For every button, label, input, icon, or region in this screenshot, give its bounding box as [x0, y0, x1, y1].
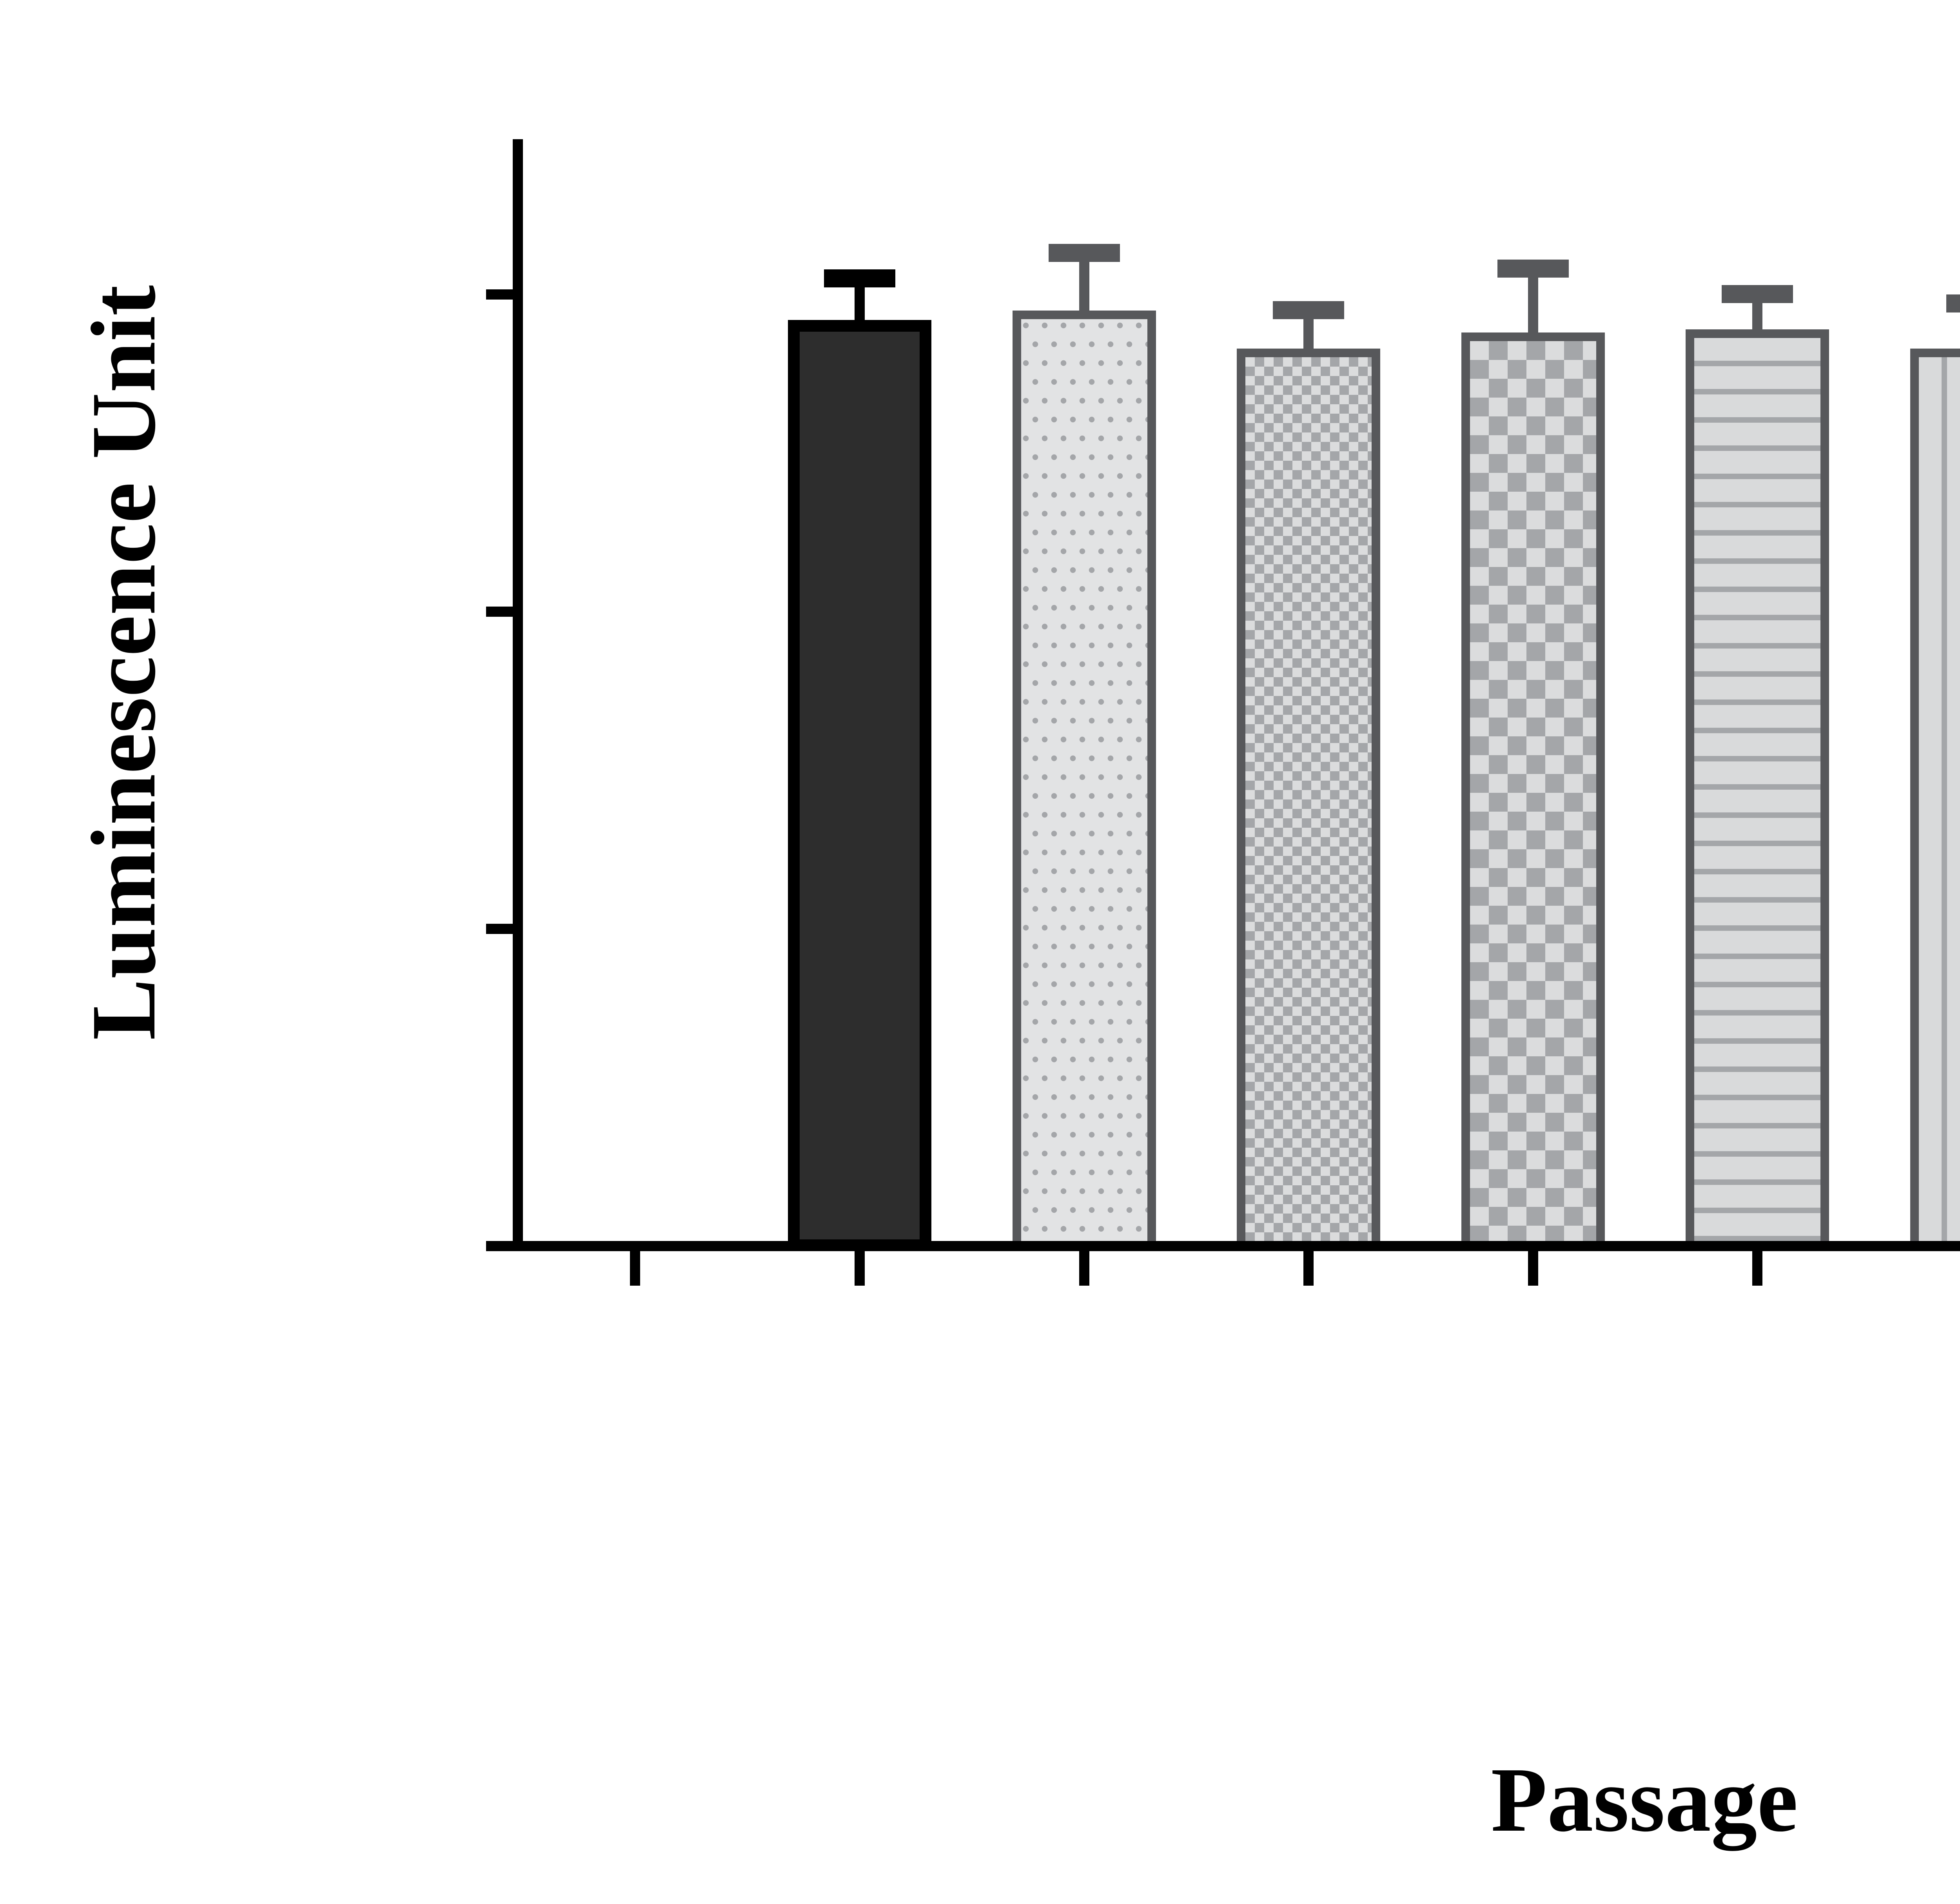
error-bar-cap — [1722, 285, 1793, 303]
bar-siHA-Luc(P0) — [788, 320, 931, 1251]
x-tick — [854, 1251, 865, 1286]
error-bar-cap — [1946, 294, 1960, 313]
error-bar-cap — [1048, 243, 1120, 262]
y-tick — [486, 1241, 513, 1251]
y-tick — [486, 289, 513, 300]
error-bar-cap — [1497, 260, 1569, 278]
error-bar-cap — [1273, 301, 1345, 319]
y-axis-line — [513, 139, 523, 1251]
bar-siHA-Luc(P16) — [1686, 329, 1829, 1251]
x-axis-title: Passage — [1491, 1749, 1798, 1851]
x-axis-line — [513, 1241, 1960, 1251]
x-tick — [630, 1251, 641, 1286]
x-tick — [1079, 1251, 1089, 1286]
bar-siHA-Luc(P8) — [1237, 348, 1381, 1251]
x-tick — [1528, 1251, 1538, 1286]
y-tick — [486, 924, 513, 934]
x-tick — [1303, 1251, 1314, 1286]
y-tick — [486, 607, 513, 617]
bar-siHA-Luc(P12) — [1461, 332, 1605, 1251]
y-axis-title: Luminescence Unit — [73, 285, 174, 1040]
x-tick — [1752, 1251, 1763, 1286]
error-bar-cap — [824, 269, 895, 287]
bar-siHA-Luc(P20) — [1910, 348, 1960, 1251]
bar-siHA-Luc(P4) — [1012, 310, 1156, 1251]
